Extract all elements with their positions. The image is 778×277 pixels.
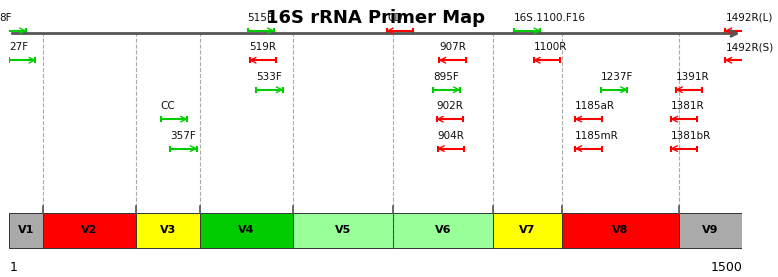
FancyBboxPatch shape: [136, 213, 200, 248]
Text: 895F: 895F: [433, 72, 459, 82]
Text: 16S.1100.F16: 16S.1100.F16: [514, 13, 586, 23]
Text: 1492R(L): 1492R(L): [725, 13, 773, 23]
Text: 8F: 8F: [0, 13, 12, 23]
Text: V7: V7: [519, 225, 535, 235]
FancyBboxPatch shape: [293, 213, 393, 248]
FancyBboxPatch shape: [393, 213, 493, 248]
Text: V4: V4: [238, 225, 254, 235]
Text: 1492R(S): 1492R(S): [725, 42, 773, 52]
Text: V9: V9: [703, 225, 719, 235]
Text: V3: V3: [159, 225, 176, 235]
Text: V2: V2: [81, 225, 97, 235]
Text: 904R: 904R: [438, 130, 464, 140]
FancyBboxPatch shape: [200, 213, 293, 248]
Text: 27F: 27F: [9, 42, 28, 52]
Text: 1100R: 1100R: [534, 42, 567, 52]
Text: 1185aR: 1185aR: [575, 101, 615, 111]
Text: V1: V1: [18, 225, 34, 235]
Text: V8: V8: [612, 225, 629, 235]
Text: 1381R: 1381R: [671, 101, 705, 111]
FancyBboxPatch shape: [562, 213, 679, 248]
Text: 1381bR: 1381bR: [671, 130, 711, 140]
FancyBboxPatch shape: [43, 213, 136, 248]
Text: 1391R: 1391R: [676, 72, 710, 82]
FancyBboxPatch shape: [679, 213, 742, 248]
Text: 515F: 515F: [247, 13, 273, 23]
Text: 1: 1: [9, 261, 17, 274]
Text: 902R: 902R: [436, 101, 464, 111]
Text: 16S rRNA Primer Map: 16S rRNA Primer Map: [266, 9, 485, 27]
Text: 1500: 1500: [710, 261, 742, 274]
FancyBboxPatch shape: [9, 213, 43, 248]
Text: 1237F: 1237F: [601, 72, 633, 82]
Text: 907R: 907R: [440, 42, 466, 52]
Text: 1185mR: 1185mR: [575, 130, 619, 140]
FancyBboxPatch shape: [493, 213, 562, 248]
Text: CD: CD: [387, 13, 402, 23]
Text: 357F: 357F: [170, 130, 196, 140]
Text: 519R: 519R: [250, 42, 276, 52]
Text: CC: CC: [160, 101, 175, 111]
Text: V6: V6: [435, 225, 451, 235]
Text: V5: V5: [335, 225, 351, 235]
Text: 533F: 533F: [257, 72, 282, 82]
